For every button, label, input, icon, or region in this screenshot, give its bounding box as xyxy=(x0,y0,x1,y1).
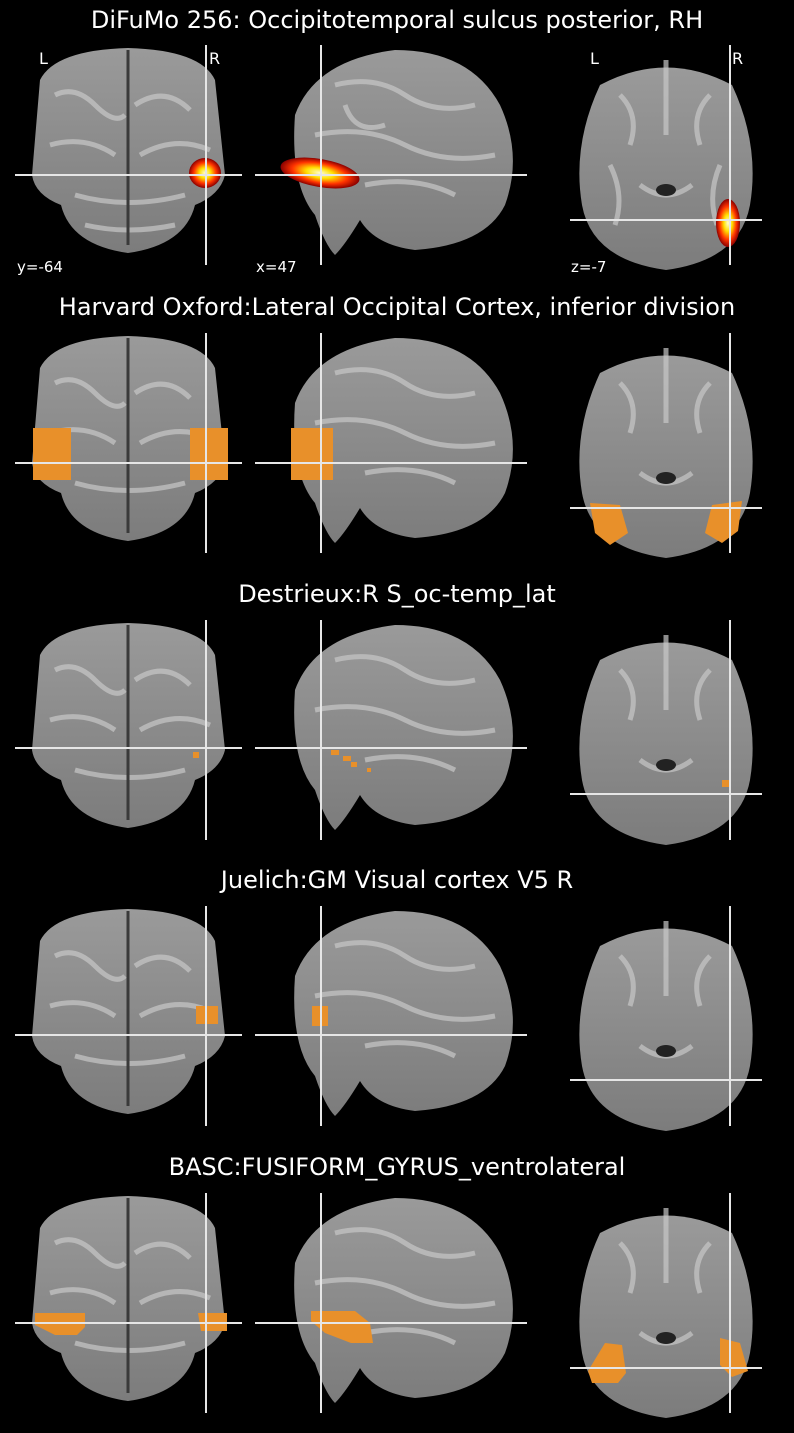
coronal-view xyxy=(15,620,242,850)
left-label: L xyxy=(590,49,599,68)
overlay-region xyxy=(705,501,742,543)
overlay-region xyxy=(588,1343,626,1383)
brain-panel-juelich xyxy=(0,906,794,1136)
sagittal-view xyxy=(255,620,527,850)
panel-title: Destrieux:R S_oc-temp_lat xyxy=(238,580,556,608)
overlay-region xyxy=(722,780,729,787)
right-label: R xyxy=(732,49,744,68)
left-label: L xyxy=(39,49,48,68)
sagittal-view: x=47 xyxy=(255,45,527,276)
overlay-region xyxy=(331,750,339,755)
panel-title: Harvard Oxford:Lateral Occipital Cortex,… xyxy=(58,293,736,321)
coronal-brain-image xyxy=(15,333,242,553)
sagittal-view xyxy=(255,906,527,1136)
coord-label-axial: z=-7 xyxy=(571,258,607,276)
overlay-region xyxy=(311,1311,373,1343)
brain-panel-harvard-oxford xyxy=(0,333,794,563)
axial-brain-image xyxy=(570,906,762,1131)
coronal-view xyxy=(15,333,242,563)
overlay-region xyxy=(291,428,333,480)
coronal-view: L R y=-64 xyxy=(15,45,242,276)
sagittal-view xyxy=(255,333,527,563)
coronal-brain-image xyxy=(15,620,242,840)
axial-view xyxy=(570,333,762,563)
coronal-view xyxy=(15,906,242,1136)
overlay-region xyxy=(590,503,628,545)
panel-title: Juelich:GM Visual cortex V5 R xyxy=(220,866,574,894)
panel-title: BASC:FUSIFORM_GYRUS_ventrolateral xyxy=(168,1153,626,1181)
overlay-region xyxy=(367,768,371,772)
brain-panel-difumo: L R y=-64 x=47 L R z=-7 xyxy=(0,45,794,276)
sagittal-brain-image xyxy=(255,1193,527,1413)
coronal-view xyxy=(15,1193,242,1423)
panel-title: DiFuMo 256: Occipitotemporal sulcus post… xyxy=(90,6,704,34)
axial-view xyxy=(570,620,762,850)
axial-view xyxy=(570,906,762,1136)
axial-brain-image xyxy=(570,620,762,845)
axial-brain-image xyxy=(570,1193,762,1418)
coronal-brain-image xyxy=(15,906,242,1126)
coronal-brain-image xyxy=(15,1193,242,1413)
axial-view xyxy=(570,1193,762,1423)
sagittal-view xyxy=(255,1193,527,1423)
overlay-region xyxy=(33,428,71,480)
coord-label-sagittal: x=47 xyxy=(256,258,297,276)
axial-brain-image xyxy=(570,333,762,558)
axial-view: L R z=-7 xyxy=(570,45,762,276)
coord-label-coronal: y=-64 xyxy=(17,258,63,276)
brain-panel-destrieux xyxy=(0,620,794,850)
coronal-brain-image xyxy=(15,45,242,265)
sagittal-brain-image xyxy=(255,333,527,553)
brain-panel-basc xyxy=(0,1193,794,1423)
heatmap-blob xyxy=(716,199,740,247)
overlay-region xyxy=(343,756,351,761)
overlay-region xyxy=(193,752,199,758)
overlay-region xyxy=(190,428,228,480)
sagittal-brain-image xyxy=(255,620,527,840)
sagittal-brain-image xyxy=(255,45,527,265)
right-label: R xyxy=(209,49,221,68)
sagittal-brain-image xyxy=(255,906,527,1126)
overlay-region xyxy=(351,762,357,767)
axial-brain-image xyxy=(570,45,762,270)
